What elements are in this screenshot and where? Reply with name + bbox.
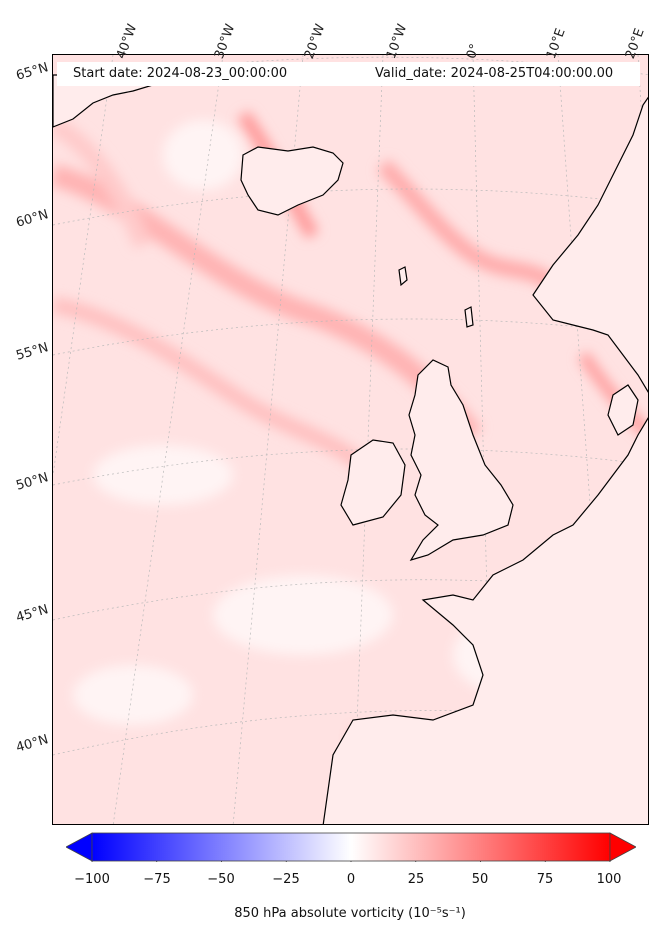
colorbar-tick-label: −75 [143, 872, 171, 887]
latitude-label-60n: 60°N [14, 207, 51, 231]
scandinavia-outline [532, 96, 648, 393]
latitude-label-45n: 45°N [14, 602, 51, 626]
denmark-outline [607, 384, 639, 436]
colorbar-tick-label: 50 [471, 872, 489, 887]
latitude-label-65n: 65°N [14, 60, 51, 84]
map-canvas [53, 55, 648, 824]
colorbar-tick-label: 25 [407, 872, 425, 887]
colorbar-tick-label: −25 [272, 872, 300, 887]
colorbar-title: 850 hPa absolute vorticity (10⁻⁵s⁻¹) [234, 906, 466, 921]
faroe-outline [398, 266, 408, 287]
colorbar-tick-label: −100 [74, 872, 110, 887]
shetland-outline [464, 306, 474, 328]
latitude-label-50n: 50°N [14, 470, 51, 494]
colorbar-tick-label: 75 [536, 872, 554, 887]
latitude-label-55n: 55°N [14, 340, 51, 364]
latitude-label-40n: 40°N [14, 732, 51, 756]
continent-outline [322, 417, 648, 824]
ireland-outline [340, 439, 406, 526]
colorbar-tick-label: 0 [346, 872, 356, 887]
valid-date-label: Valid_date: 2024-08-25T04:00:00.00 [375, 66, 614, 81]
coastlines [53, 74, 648, 824]
colorbar-max-extend [609, 832, 636, 862]
colorbar-ticks [91, 861, 611, 862]
date-annotation-band [57, 62, 640, 86]
colorbar-tick-label: 100 [596, 872, 622, 887]
colorbar [66, 832, 636, 862]
colorbar-tick-label: −50 [207, 872, 235, 887]
start-date-label: Start date: 2024-08-23_00:00:00 [73, 66, 288, 81]
colorbar-min-extend [66, 832, 93, 862]
iceland-outline [240, 146, 344, 216]
colorbar-gradient [91, 832, 611, 862]
vorticity-map [52, 54, 649, 825]
great-britain-outline [408, 359, 514, 562]
